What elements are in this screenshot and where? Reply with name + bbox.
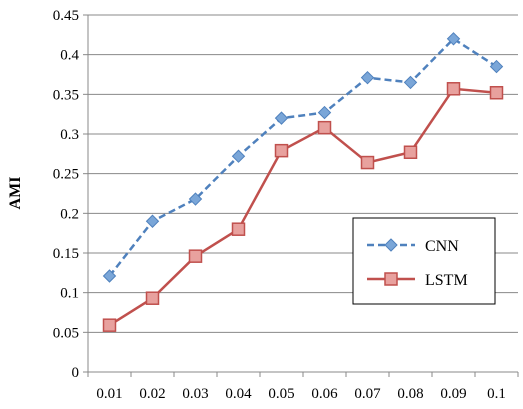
y-axis-title: AMI — [7, 177, 24, 210]
x-tick-label: 0.06 — [311, 386, 338, 402]
x-tick-label: 0.09 — [440, 386, 466, 402]
series — [102, 32, 504, 332]
y-tick-label: 0 — [72, 365, 80, 381]
data-point-lstm — [403, 145, 418, 159]
y-tick-label: 0.1 — [60, 286, 79, 302]
x-tick-label: 0.04 — [225, 386, 252, 402]
data-point-cnn — [274, 111, 289, 125]
data-point-lstm — [489, 85, 504, 100]
data-point-cnn — [403, 75, 418, 90]
x-tick-label: 0.02 — [139, 386, 165, 402]
data-point-lstm — [231, 222, 246, 236]
series-lstm — [102, 82, 504, 332]
legend: CNN LSTM — [352, 217, 496, 305]
data-point-cnn — [446, 32, 461, 46]
data-point-cnn — [317, 105, 332, 120]
data-point-cnn — [360, 70, 375, 85]
data-point-cnn — [188, 192, 203, 206]
data-point-lstm — [145, 291, 160, 305]
y-tick-label: 0.35 — [53, 87, 79, 103]
legend-label-lstm: LSTM — [425, 272, 468, 289]
data-point-lstm — [188, 249, 203, 263]
y-tick-label: 0.2 — [60, 206, 79, 222]
y-tick-label: 0.4 — [60, 48, 79, 64]
x-tick-label: 0.01 — [96, 386, 122, 402]
y-tick-label: 0.25 — [53, 167, 79, 183]
data-point-cnn — [231, 149, 246, 163]
y-tick-label: 0.3 — [60, 127, 79, 143]
series-line-lstm — [108, 87, 497, 327]
x-tick-label: 0.1 — [487, 386, 506, 402]
legend-box — [352, 217, 496, 305]
y-tick-label: 0.05 — [53, 325, 79, 341]
x-tick-label: 0.03 — [182, 386, 208, 402]
series-cnn — [102, 32, 504, 283]
legend-label-cnn: CNN — [425, 238, 459, 255]
data-point-lstm — [102, 318, 117, 332]
x-tick-label: 0.05 — [268, 386, 294, 402]
series-line-cnn — [108, 37, 498, 277]
data-point-lstm — [317, 120, 332, 135]
data-point-lstm — [446, 82, 461, 96]
x-tick-label: 0.08 — [397, 386, 423, 402]
data-point-cnn — [489, 59, 504, 74]
data-point-lstm — [360, 155, 375, 170]
x-tick-label: 0.07 — [354, 386, 381, 402]
data-point-cnn — [145, 214, 160, 228]
data-point-lstm — [274, 143, 289, 158]
y-tick-label: 0.15 — [53, 246, 79, 262]
legend-marker-cnn — [384, 238, 398, 252]
y-tick-label: 0.45 — [53, 8, 79, 24]
legend-marker-lstm — [384, 272, 398, 286]
data-point-cnn — [102, 269, 117, 283]
axes: 0 0.05 0.1 0.15 0.2 0.25 0.3 0.35 0.4 0.45 0.01 0.0… — [53, 8, 519, 402]
